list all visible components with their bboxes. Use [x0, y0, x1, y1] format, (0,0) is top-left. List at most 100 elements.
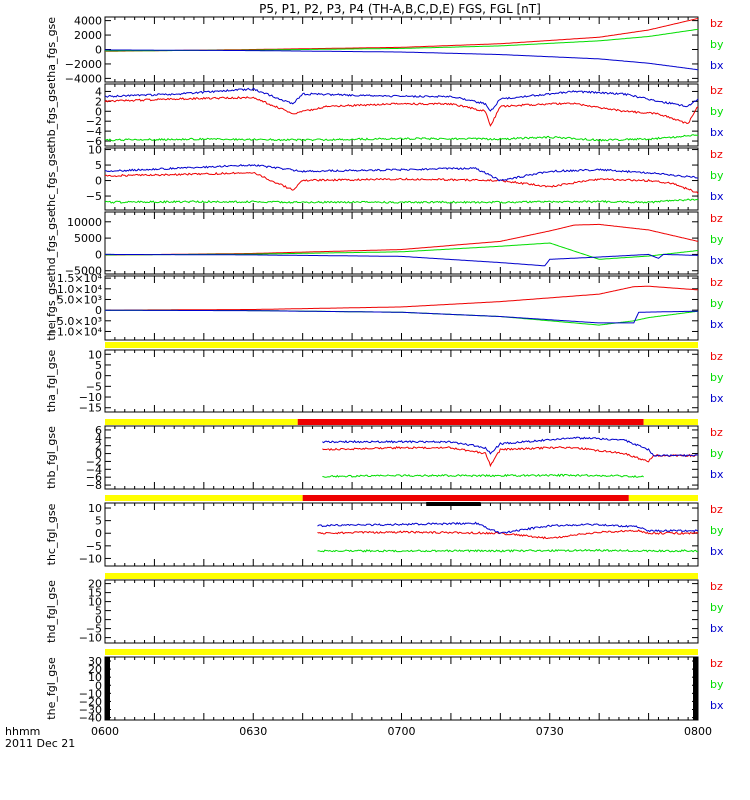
mode-bar-segment — [105, 495, 303, 501]
legend-by: by — [710, 447, 724, 460]
y-tick-label: −8 — [86, 479, 102, 492]
legend-by: by — [710, 105, 724, 118]
panel-ylabel: tha_fgl_gse — [45, 350, 58, 413]
y-tick-label: −10 — [79, 632, 102, 645]
series-line-bz — [105, 285, 699, 311]
legend-bx: bx — [710, 318, 724, 331]
footer-time-label: hhmm — [5, 725, 40, 738]
y-tick-label: 15 — [88, 587, 102, 600]
y-tick-label: 5 — [95, 605, 102, 618]
y-tick-label: −5 — [86, 623, 102, 636]
y-tick-label: 1.5×10⁴ — [57, 272, 103, 285]
y-tick-label: −2 — [86, 455, 102, 468]
mode-bar-segment — [297, 419, 644, 425]
panel-ylabel: thd_fgl_gse — [45, 580, 58, 643]
series-line-bx — [105, 164, 699, 182]
legend-bz: bz — [710, 503, 723, 516]
panel-ylabel: thb_fgs_gse — [45, 82, 58, 148]
panel-ylabel: the_fgl_gse — [45, 657, 58, 720]
y-tick-label: 0 — [95, 248, 102, 261]
legend-by: by — [710, 601, 724, 614]
y-tick-label: 0 — [95, 44, 102, 57]
panel-frame — [104, 275, 699, 341]
panel-thd_fgs_gse: 10000 5000 0 −5000 thd_fgs_gse bz by bx — [45, 210, 724, 278]
legend-bx: bx — [710, 699, 724, 712]
mode-bar — [105, 419, 698, 425]
series-line-by — [105, 134, 699, 142]
y-tick-label: −4 — [86, 463, 102, 476]
y-tick-label: −2 — [86, 115, 102, 128]
mode-bar — [105, 342, 698, 348]
legend-by: by — [710, 371, 724, 384]
footer-date-label: 2011 Dec 21 — [5, 737, 75, 750]
panel-frame — [104, 349, 699, 413]
panel-frame — [104, 83, 699, 147]
y-tick-label: −5 — [86, 380, 102, 393]
mode-bar-segment — [105, 573, 698, 579]
y-tick-label: 4 — [95, 432, 102, 445]
y-tick-label: −5 — [86, 190, 102, 203]
y-tick-label: −1.0×10⁴ — [48, 325, 103, 338]
mode-bar-segment — [105, 342, 698, 348]
series-line-bx — [105, 309, 698, 324]
mode-bar-segment — [643, 419, 698, 425]
panel-ylabel: thd_fgs_gse — [45, 210, 58, 276]
series-line-bz — [104, 171, 699, 194]
y-tick-label: 0 — [95, 304, 102, 317]
y-tick-label: 0 — [95, 679, 102, 692]
y-tick-label: 10 — [88, 596, 102, 609]
legend-bz: bz — [710, 276, 723, 289]
chart-title: P5, P1, P2, P3, P4 (TH-A,B,C,D,E) FGS, F… — [259, 2, 541, 16]
y-tick-label: −40 — [79, 712, 102, 725]
edge-block-left — [105, 657, 110, 720]
panel-thc_fgs_gse: 10 5 0 −5 thc_fgs_gse bz by bx — [45, 144, 724, 212]
x-tick-label: 0700 — [388, 725, 416, 738]
panel-frame — [104, 16, 699, 83]
y-tick-label: −5.0×10³ — [48, 315, 102, 328]
mode-bar-segment-black — [426, 502, 481, 506]
y-tick-label: 6 — [95, 424, 102, 437]
y-tick-label: 5 — [95, 159, 102, 172]
legend-bz: bz — [710, 426, 723, 439]
series-line-bx — [105, 253, 698, 267]
legend-bz: bz — [710, 657, 723, 670]
legend-bx: bx — [710, 622, 724, 635]
x-tick-label: 0600 — [91, 725, 119, 738]
panel-ylabel: the_fgs_gse — [45, 275, 58, 340]
y-tick-label: 2 — [95, 440, 102, 453]
edge-block-right — [693, 657, 698, 720]
panel-the_fgs_gse: 1.5×10⁴1.0×10⁴5.0×10³0−5.0×10³−1.0×10⁴th… — [45, 272, 724, 340]
y-tick-label: 10 — [88, 144, 102, 157]
legend-bx: bx — [710, 392, 724, 405]
y-tick-label: 10 — [88, 502, 102, 515]
y-tick-label: 0 — [95, 175, 102, 188]
legend-bz: bz — [710, 212, 723, 225]
y-tick-label: −6 — [86, 135, 102, 148]
mode-bar-segment — [105, 649, 698, 655]
y-tick-label: 30 — [88, 655, 102, 668]
y-tick-label: 5000 — [74, 232, 102, 245]
y-tick-label: −20 — [79, 695, 102, 708]
series-line-bx — [317, 521, 699, 534]
x-tick-label: 0730 — [536, 725, 564, 738]
legend-bz: bz — [710, 350, 723, 363]
y-tick-label: 10 — [88, 348, 102, 361]
y-tick-label: 0 — [95, 370, 102, 383]
y-tick-label: −4000 — [65, 72, 102, 85]
y-tick-label: 1.0×10⁴ — [57, 283, 103, 296]
legend-bz: bz — [710, 580, 723, 593]
legend-bz: bz — [710, 148, 723, 161]
legend-bx: bx — [710, 254, 724, 267]
legend-by: by — [710, 297, 724, 310]
panel-frame — [104, 656, 699, 721]
x-axis: 0600 0630 0700 0730 0800 — [91, 725, 712, 738]
series-line-bz — [317, 529, 699, 540]
y-tick-label: 5.0×10³ — [57, 293, 102, 306]
mode-bar-extra — [426, 502, 481, 506]
y-tick-label: −6 — [86, 471, 102, 484]
y-tick-label: −5 — [86, 540, 102, 553]
